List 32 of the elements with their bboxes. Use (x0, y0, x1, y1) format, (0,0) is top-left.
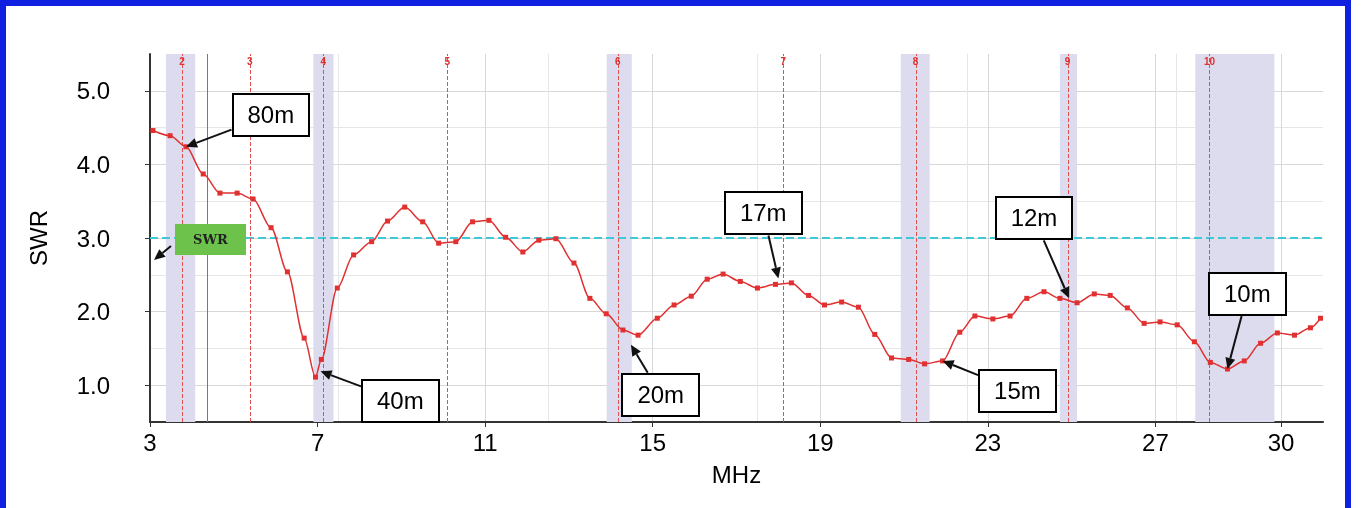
annotation: 17m (723, 191, 803, 236)
ref-line-label: SWR (175, 224, 246, 255)
x-tick-label: 7 (310, 428, 325, 456)
annotation: 20m (621, 372, 701, 417)
annotation: 80m (231, 92, 311, 137)
annotation: 9 (1064, 56, 1071, 67)
x-tick-label: 19 (806, 428, 834, 456)
y-tick-label: 1.0 (76, 371, 110, 399)
annotation: 15m (978, 368, 1057, 413)
x-tick-label: 27 (1142, 428, 1169, 456)
y-tick-label: 4.0 (76, 150, 110, 178)
annotation: 3 (247, 56, 253, 67)
annotation: 8 (912, 56, 919, 67)
x-axis-title: MHz (711, 460, 762, 488)
x-tick-label: 23 (974, 428, 1002, 456)
y-tick-label: 5.0 (76, 77, 110, 105)
x-tick-label: 3 (143, 428, 157, 456)
y-tick-label: 3.0 (76, 224, 110, 252)
y-axis-title: SWR (24, 210, 52, 266)
annotation: 10 (1203, 56, 1216, 67)
annotation: 7 (780, 56, 786, 67)
annotation: 2 (179, 56, 185, 67)
x-tick-label: 15 (639, 428, 667, 456)
x-tick-label: 11 (472, 428, 498, 456)
annotation: 4 (320, 56, 326, 67)
annotation: 5 (444, 56, 450, 67)
annotation: 6 (614, 56, 621, 67)
x-tick-label: 30 (1267, 428, 1295, 456)
annotation: 12m (994, 196, 1074, 241)
annotation: 10m (1207, 272, 1287, 316)
annotation: 40m (361, 379, 440, 424)
y-tick-label: 2.0 (76, 298, 110, 326)
